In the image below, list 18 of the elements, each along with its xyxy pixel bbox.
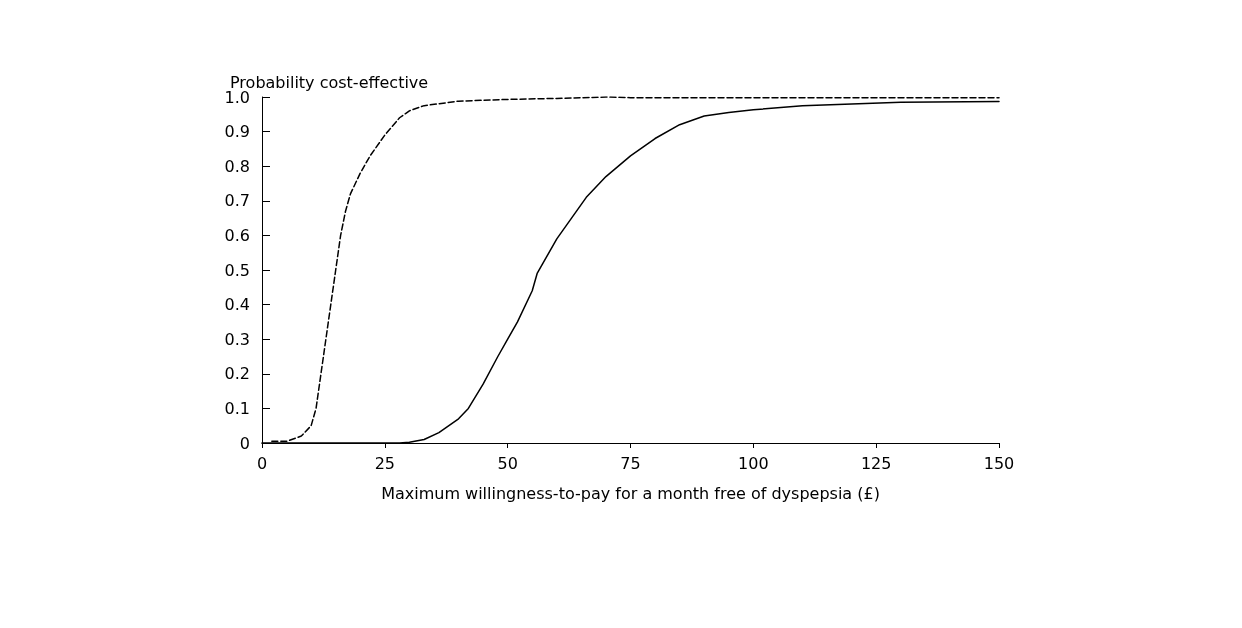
x-axis-title: Maximum willingness-to-pay for a month free of dyspepsia (£) xyxy=(381,483,880,503)
y-tick-label: 0.1 xyxy=(224,398,250,418)
y-tick-label: 0.8 xyxy=(224,156,250,176)
x-tick-label: 50 xyxy=(497,453,518,473)
x-tick-label: 75 xyxy=(620,453,641,473)
x-tick-label: 25 xyxy=(374,453,396,473)
y-tick-label: 0.4 xyxy=(224,295,250,315)
x-tick-label: 150 xyxy=(983,453,1015,473)
y-tick-label: 0.3 xyxy=(224,329,250,349)
x-tick-label: 125 xyxy=(860,453,892,473)
y-tick-label: 0.5 xyxy=(224,260,250,280)
x-tick-label: 0 xyxy=(256,453,268,473)
y-tick-label: 0 xyxy=(239,433,250,453)
y-tick-label: 0.6 xyxy=(224,225,250,245)
y-tick-label: 0.7 xyxy=(224,191,250,211)
y-tick-label: 0.2 xyxy=(224,364,250,384)
x-tick-label: 100 xyxy=(738,453,769,473)
y-tick-label: 0.9 xyxy=(224,122,250,142)
